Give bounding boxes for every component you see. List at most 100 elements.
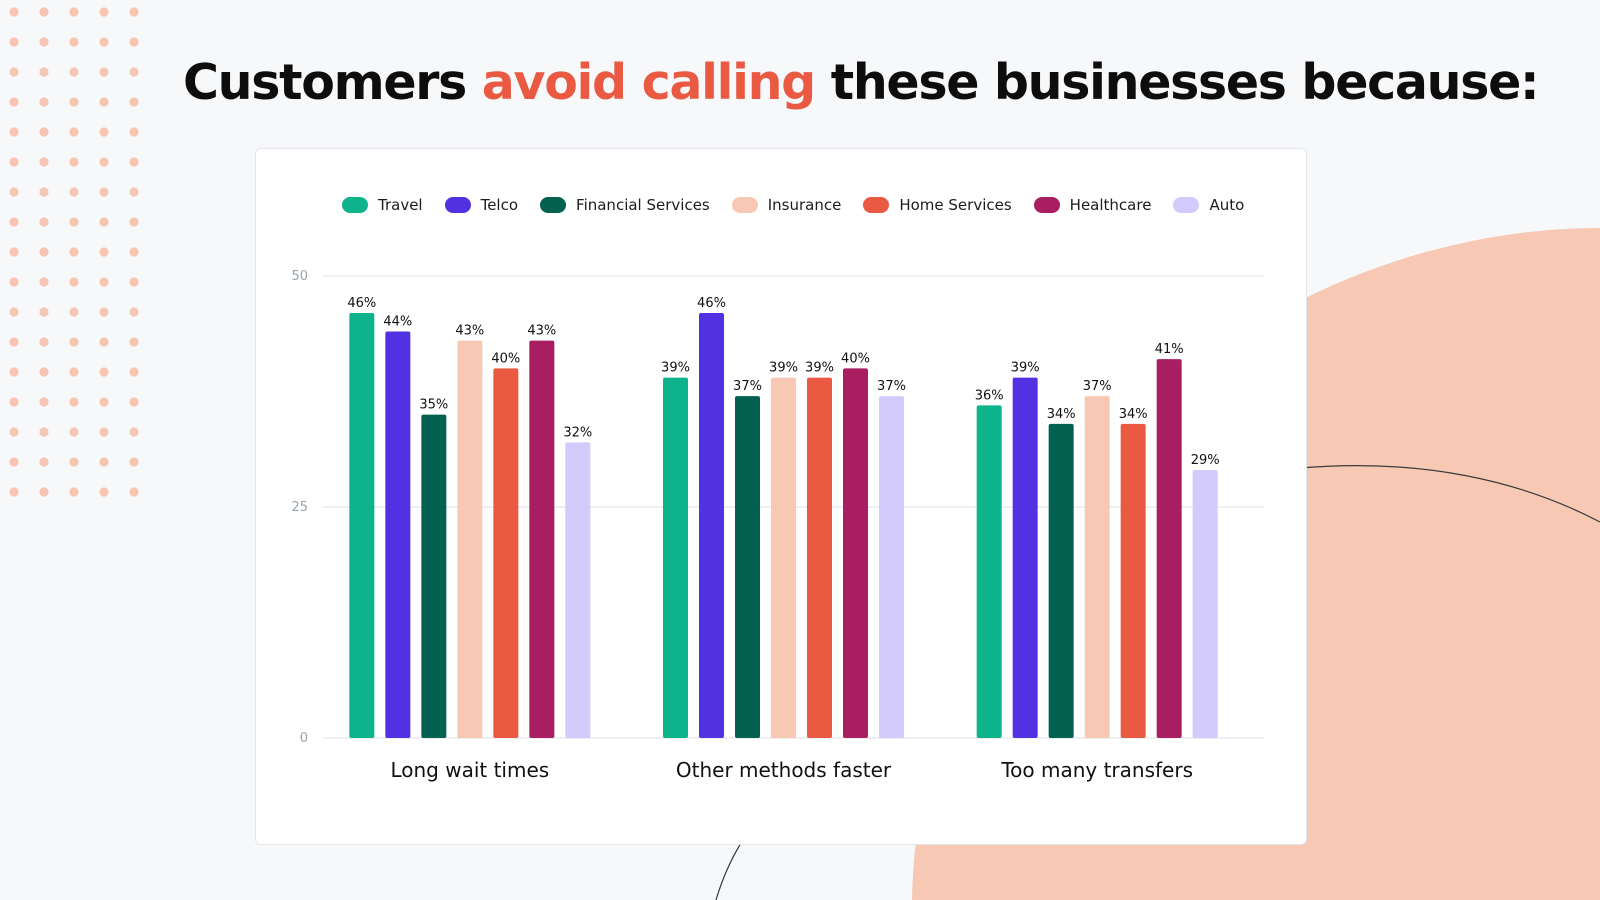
decor-dot <box>99 67 109 77</box>
decor-dot <box>69 7 79 17</box>
x-category-label: Long wait times <box>390 758 549 782</box>
decor-dot <box>9 187 19 197</box>
decor-dot <box>39 37 49 47</box>
data-label: 44% <box>383 314 412 329</box>
decor-dot <box>39 367 49 377</box>
bar <box>1156 359 1182 738</box>
bar <box>1048 423 1074 738</box>
decor-dot <box>9 337 19 347</box>
data-label: 40% <box>491 351 520 366</box>
decor-dot <box>9 457 19 467</box>
decor-dot <box>99 397 109 407</box>
legend-item: Home Services <box>863 196 1012 214</box>
bar <box>421 414 447 738</box>
decor-dot <box>39 457 49 467</box>
title-start: Customers <box>183 54 482 111</box>
decor-dot <box>9 217 19 227</box>
legend-swatch <box>863 197 890 213</box>
bar <box>385 331 411 738</box>
legend-label: Travel <box>378 196 423 214</box>
chart-card: Travel Telco Financial Services Insurance Ho… <box>255 148 1307 845</box>
y-tick-label: 25 <box>291 500 308 515</box>
bar <box>663 377 688 738</box>
bar <box>843 368 868 738</box>
decor-dot <box>99 337 109 347</box>
bar <box>457 340 483 738</box>
decor-dot <box>129 37 139 47</box>
data-label: 36% <box>975 388 1004 403</box>
legend-label: Financial Services <box>576 196 710 214</box>
legend-swatch <box>1173 197 1200 213</box>
decor-dot <box>9 367 19 377</box>
decor-dot <box>129 217 139 227</box>
decor-dot <box>99 157 109 167</box>
decor-dot <box>129 187 139 197</box>
decor-dot <box>9 307 19 317</box>
bar <box>565 442 591 738</box>
bar <box>1120 423 1146 738</box>
decor-dot <box>99 7 109 17</box>
data-label: 43% <box>527 324 556 339</box>
data-label: 43% <box>455 324 484 339</box>
decor-dot <box>99 487 109 497</box>
decor-dot <box>129 487 139 497</box>
bar <box>807 377 832 738</box>
legend-label: Insurance <box>767 196 842 214</box>
decor-dot <box>39 217 49 227</box>
decor-dot <box>9 397 19 407</box>
decor-dot <box>9 7 19 17</box>
bar <box>1192 470 1218 738</box>
decor-dot <box>9 37 19 47</box>
legend-item: Travel <box>342 196 423 214</box>
data-label: 37% <box>733 379 762 394</box>
data-label: 46% <box>697 296 726 311</box>
page-title: Customers avoid calling these businesses… <box>183 54 1540 111</box>
bar <box>879 396 904 738</box>
bar-chart: 0 25 50 46% 44% 35% 43% 40% 43% 32% Long wait time… <box>291 269 1264 782</box>
data-label: 29% <box>1191 453 1220 468</box>
data-label: 34% <box>1047 407 1076 422</box>
decor-dot <box>129 397 139 407</box>
data-label: 39% <box>769 361 798 376</box>
y-tick-label: 50 <box>291 269 308 284</box>
decor-dot <box>39 157 49 167</box>
decor-dot <box>69 487 79 497</box>
curve-line-bottom <box>715 839 744 900</box>
legend-item: Healthcare <box>1033 196 1151 214</box>
decor-dot <box>9 127 19 137</box>
legend-swatch <box>1033 197 1060 213</box>
decor-dot <box>9 427 19 437</box>
decor-dot <box>9 487 19 497</box>
decor-dot <box>99 187 109 197</box>
bar <box>771 377 796 738</box>
decor-dot <box>99 217 109 227</box>
data-label: 37% <box>877 379 906 394</box>
title-highlight: avoid calling <box>481 54 816 111</box>
decor-dot <box>129 277 139 287</box>
decor-dot <box>99 127 109 137</box>
decor-dot <box>69 157 79 167</box>
dot-grid-decoration <box>9 7 139 497</box>
bar <box>976 405 1002 738</box>
decor-dot <box>69 367 79 377</box>
decor-dot <box>129 337 139 347</box>
decor-dot <box>69 187 79 197</box>
decor-dot <box>69 127 79 137</box>
decor-dot <box>9 67 19 77</box>
decor-dot <box>99 37 109 47</box>
decor-dot <box>39 277 49 287</box>
data-label: 32% <box>563 425 592 440</box>
decor-dot <box>99 247 109 257</box>
title-end: these businesses because: <box>814 54 1540 111</box>
decor-dot <box>129 157 139 167</box>
legend-swatch <box>444 197 471 213</box>
bar <box>1012 377 1038 738</box>
decor-dot <box>39 7 49 17</box>
decor-dot <box>99 367 109 377</box>
curve-line-right <box>1299 465 1600 523</box>
decor-dot <box>39 127 49 137</box>
x-category-label: Other methods faster <box>676 758 892 782</box>
bar <box>1084 396 1110 738</box>
decor-dot <box>69 247 79 257</box>
decor-dot <box>39 187 49 197</box>
